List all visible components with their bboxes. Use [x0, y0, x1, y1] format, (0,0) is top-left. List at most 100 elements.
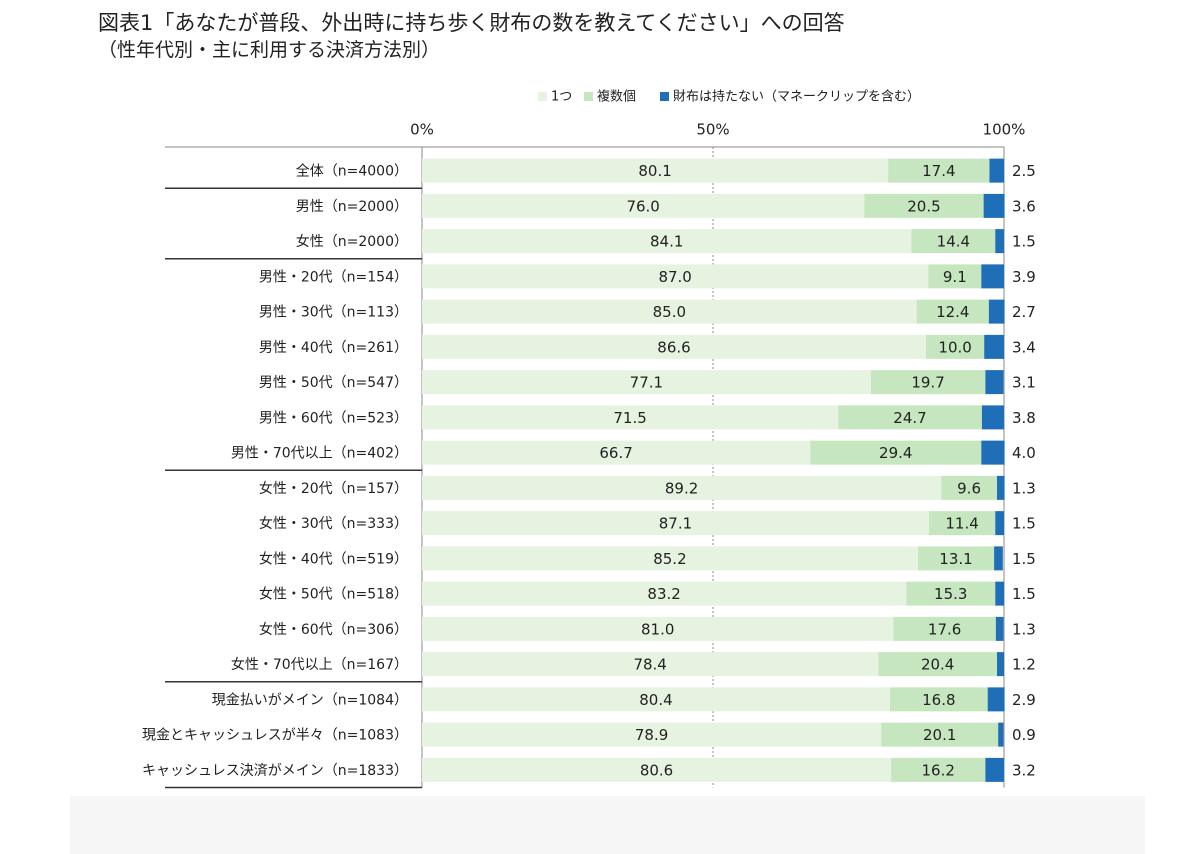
bar-segment-one	[422, 370, 871, 395]
legend-swatch-0	[538, 92, 547, 101]
data-label-none: 1.5	[1012, 585, 1036, 603]
bar-segment-none	[984, 334, 1004, 359]
bar-segment-none	[995, 229, 1004, 254]
data-label-none: 3.2	[1012, 761, 1036, 779]
bar-segment-multiple	[893, 616, 996, 641]
data-label-one: 77.1	[630, 374, 663, 392]
bar-segment-one	[422, 616, 894, 641]
category-label: 女性・40代（n=519）	[259, 550, 408, 567]
bar-segment-multiple	[941, 475, 998, 500]
axis-tick-label-0: 0%	[410, 121, 434, 139]
data-label-one: 71.5	[613, 409, 646, 427]
data-label-multiple: 29.4	[879, 444, 912, 462]
category-label: 女性（n=2000）	[296, 233, 408, 250]
bar-segment-multiple	[881, 722, 999, 747]
category-label: 男性（n=2000）	[296, 199, 408, 215]
data-label-multiple: 11.4	[945, 515, 978, 533]
data-label-none: 2.7	[1012, 303, 1036, 321]
data-label-none: 1.5	[1012, 515, 1036, 533]
data-label-one: 89.2	[665, 479, 698, 497]
bar-segment-none	[985, 757, 1004, 782]
category-label: 女性・30代（n=333）	[259, 515, 408, 532]
bar-segment-one	[422, 652, 879, 677]
data-label-none: 3.4	[1012, 338, 1036, 356]
legend-swatch-1	[584, 92, 593, 101]
data-label-one: 84.1	[650, 233, 683, 251]
data-label-multiple: 10.0	[938, 338, 971, 356]
bar-segment-one	[422, 722, 882, 747]
data-label-multiple: 16.2	[922, 761, 955, 779]
bar-segment-multiple	[810, 440, 982, 465]
bar-segment-none	[994, 546, 1003, 571]
bar-segment-none	[995, 616, 1004, 641]
bar-segment-multiple	[928, 511, 996, 536]
data-label-multiple: 9.1	[943, 268, 967, 286]
data-label-none: 2.5	[1012, 162, 1036, 180]
bar-segment-one	[422, 405, 839, 430]
bar-segment-multiple	[906, 581, 996, 606]
bar-segment-none	[985, 370, 1004, 395]
data-label-multiple: 16.8	[922, 691, 955, 709]
bar-segment-none	[987, 687, 1005, 712]
data-label-multiple: 17.4	[922, 162, 955, 180]
data-label-multiple: 13.1	[939, 550, 972, 568]
bar-segment-none	[997, 652, 1004, 677]
data-label-none: 3.6	[1012, 197, 1036, 215]
category-label: 女性・50代（n=518）	[259, 586, 408, 603]
category-label: 女性・70代以上（n=167）	[231, 656, 408, 673]
bar-segment-one	[422, 229, 912, 254]
data-label-none: 1.3	[1012, 479, 1036, 497]
bar-segment-one	[422, 511, 929, 536]
data-label-none: 3.1	[1012, 374, 1036, 392]
bar-segment-none	[983, 193, 1005, 218]
category-label: 男性・40代（n=261）	[259, 340, 408, 356]
bar-segment-one	[422, 264, 929, 289]
category-label: 男性・60代（n=523）	[259, 410, 408, 426]
data-label-one: 80.1	[638, 162, 671, 180]
legend-label-0: 1つ	[551, 90, 572, 105]
data-label-one: 86.6	[657, 338, 690, 356]
data-label-none: 3.8	[1012, 409, 1036, 427]
category-label: 女性・20代（n=157）	[259, 480, 408, 497]
bar-segment-multiple	[889, 687, 988, 712]
data-label-none: 3.9	[1012, 268, 1036, 286]
chart-title: 図表1「あなたが普段、外出時に持ち歩く財布の数を教えてください」への回答	[98, 11, 845, 35]
data-label-one: 85.2	[653, 550, 686, 568]
bar-segment-multiple	[911, 229, 996, 254]
bar-segment-none	[981, 405, 1004, 430]
bar-segment-one	[422, 546, 918, 571]
bar-segment-one	[422, 687, 890, 712]
data-label-multiple: 9.6	[957, 479, 981, 497]
footer-band	[70, 796, 1145, 854]
data-label-one: 87.0	[658, 268, 691, 286]
bar-segment-one	[422, 158, 889, 183]
bar-segment-none	[998, 722, 1004, 747]
data-label-multiple: 20.5	[907, 197, 940, 215]
data-label-none: 0.9	[1012, 726, 1036, 744]
data-label-one: 87.1	[659, 515, 692, 533]
data-label-multiple: 19.7	[911, 374, 944, 392]
category-label: キャッシュレス決済がメイン（n=1833）	[142, 763, 408, 779]
bar-segment-multiple	[888, 158, 990, 183]
category-label: 現金払いがメイン（n=1084）	[212, 692, 408, 708]
bar-segment-one	[422, 581, 907, 606]
bar-segment-multiple	[917, 546, 995, 571]
bar-segment-none	[995, 511, 1004, 536]
data-label-multiple: 20.4	[921, 656, 954, 674]
data-label-multiple: 15.3	[934, 585, 967, 603]
bar-segment-multiple	[878, 652, 998, 677]
bar-segment-one	[422, 193, 865, 218]
data-label-multiple: 17.6	[928, 620, 961, 638]
data-label-one: 66.7	[599, 444, 632, 462]
data-label-none: 1.3	[1012, 620, 1036, 638]
data-label-multiple: 24.7	[893, 409, 926, 427]
data-label-one: 85.0	[653, 303, 686, 321]
chart-subtitle: （性年代別・主に利用する決済方法別）	[98, 39, 441, 61]
data-label-one: 83.2	[647, 585, 680, 603]
bar-segment-one	[422, 757, 892, 782]
axis-tick-label-1: 50%	[696, 121, 729, 139]
bar-segment-multiple	[838, 405, 982, 430]
data-label-multiple: 20.1	[923, 726, 956, 744]
data-label-multiple: 12.4	[936, 303, 969, 321]
